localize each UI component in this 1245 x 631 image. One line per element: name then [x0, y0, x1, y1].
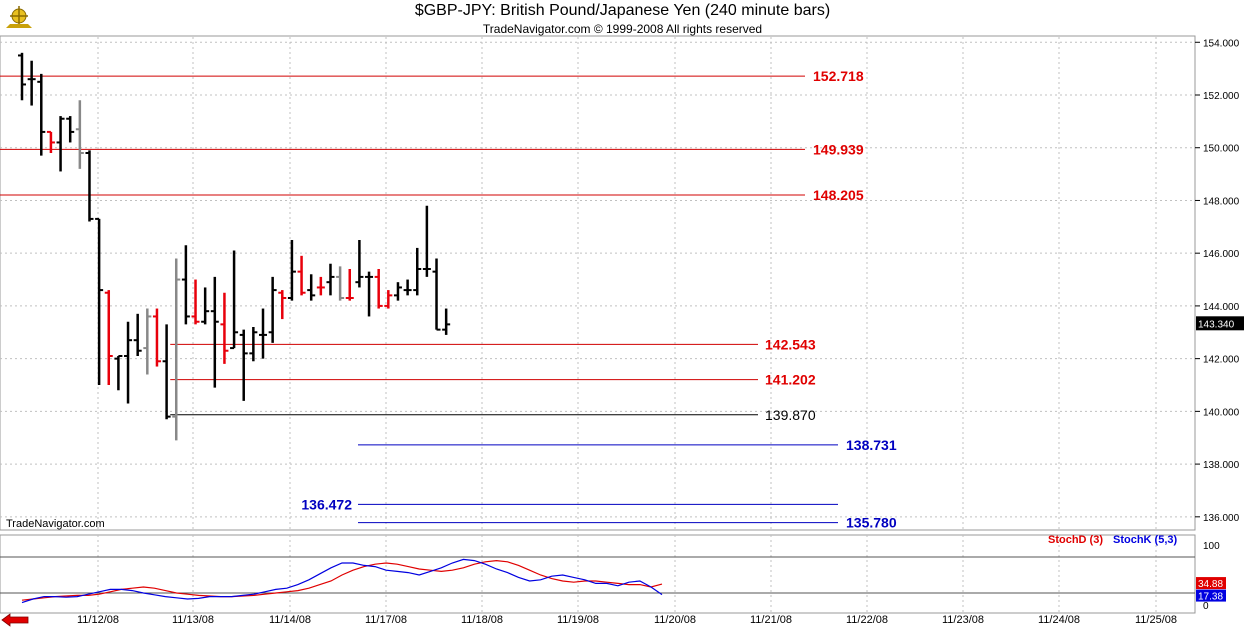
- x-tick-label: 11/21/08: [750, 614, 792, 626]
- stoch-k-last-box: [1196, 589, 1226, 602]
- stoch-d-legend: StochD (3): [1048, 534, 1103, 546]
- y-tick-label: 138.000: [1203, 460, 1240, 471]
- level-label: 136.472: [301, 496, 352, 512]
- chart-subtitle: TradeNavigator.com © 1999-2008 All right…: [482, 22, 763, 36]
- y-tick-label: 150.000: [1203, 144, 1240, 155]
- stoch-tick-label: 100: [1203, 541, 1220, 552]
- stoch-tick-label: 0: [1203, 601, 1209, 612]
- y-tick-label: 140.000: [1203, 407, 1240, 418]
- last-price-label: 143.340: [1198, 319, 1235, 330]
- level-label: 149.939: [813, 141, 864, 157]
- y-tick-label: 136.000: [1203, 513, 1240, 524]
- x-tick-label: 11/14/08: [269, 614, 311, 626]
- last-price-box: [1196, 316, 1244, 331]
- tradenavigator-logo-icon: [6, 6, 32, 28]
- level-label: 152.718: [813, 68, 864, 84]
- stoch-d-last-label: 34.88: [1198, 579, 1223, 590]
- level-label: 142.543: [765, 336, 816, 352]
- x-tick-label: 11/22/08: [846, 614, 888, 626]
- stoch-k-line: [21, 558, 663, 604]
- stoch-panel-frame: [0, 534, 1196, 614]
- x-tick-label: 11/24/08: [1038, 614, 1080, 626]
- x-tick-label: 11/12/08: [77, 614, 119, 626]
- watermark-text: TradeNavigator.com: [6, 518, 105, 530]
- stoch-k-legend: StochK (5,3): [1113, 534, 1178, 546]
- x-tick-label: 11/17/08: [365, 614, 407, 626]
- x-tick-label: 11/25/08: [1135, 614, 1177, 626]
- y-tick-label: 142.000: [1203, 355, 1240, 366]
- price-panel-frame: [0, 35, 1196, 531]
- x-tick-label: 11/13/08: [172, 614, 214, 626]
- level-label: 138.731: [846, 437, 897, 453]
- chart-title: $GBP-JPY: British Pound/Japanese Yen (24…: [414, 2, 831, 19]
- level-label: 141.202: [765, 372, 816, 388]
- scroll-left-arrow-icon[interactable]: [0, 613, 30, 627]
- x-tick-label: 11/19/08: [557, 614, 599, 626]
- stoch-d-last-box: [1196, 577, 1226, 590]
- stoch-d-line: [21, 559, 663, 601]
- level-label: 148.205: [813, 187, 864, 203]
- y-tick-label: 146.000: [1203, 249, 1240, 260]
- stoch-k-last-label: 17.38: [1198, 592, 1223, 603]
- y-tick-label: 144.000: [1203, 302, 1240, 313]
- y-tick-label: 148.000: [1203, 196, 1240, 207]
- level-label: 139.870: [765, 407, 816, 423]
- x-tick-label: 11/20/08: [654, 614, 696, 626]
- y-tick-label: 154.000: [1203, 38, 1240, 49]
- x-tick-label: 11/18/08: [461, 614, 503, 626]
- y-tick-label: 152.000: [1203, 91, 1240, 102]
- level-label: 135.780: [846, 515, 897, 531]
- x-tick-label: 11/23/08: [942, 614, 984, 626]
